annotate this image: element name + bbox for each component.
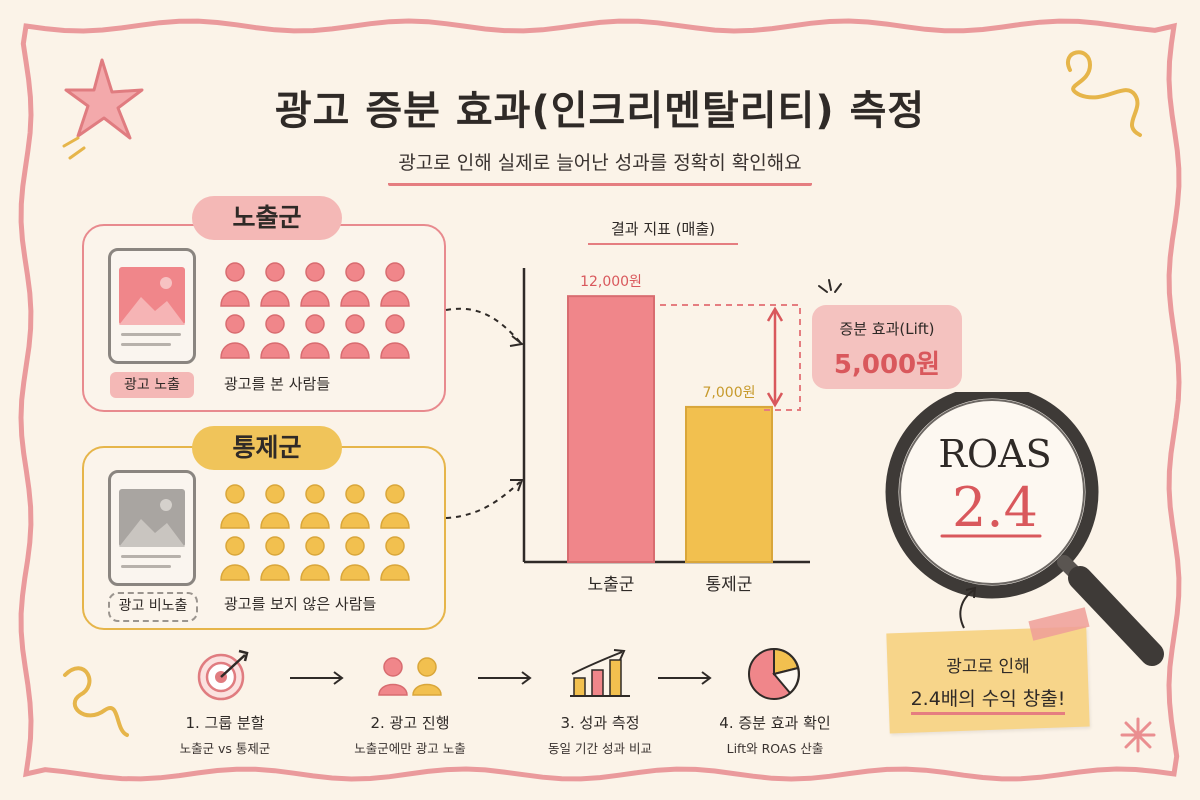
step-3-title: 3. 성과 측정 [560, 714, 640, 732]
chart-title: 결과 지표 (매출) [588, 218, 738, 245]
subtitle-wrap: 광고로 인해 실제로 늘어난 성과를 정확히 확인해요 [0, 148, 1200, 186]
person-icon [340, 484, 370, 529]
sparkle-doodle-icon [1120, 717, 1156, 753]
person-icon [260, 262, 290, 307]
person-icon [300, 536, 330, 581]
note-highlight: 2.4배의 수익 창출! [910, 688, 1066, 715]
step-2-desc: 노출군에만 광고 노출 [354, 741, 466, 756]
person-icon [340, 262, 370, 307]
squiggle-doodle-icon [1066, 50, 1142, 137]
sticky-note [886, 626, 1090, 734]
exposed-tag: 광고 노출 [110, 372, 194, 398]
note-line-1: 광고로 인해 [946, 657, 1030, 677]
person-icon [260, 314, 290, 359]
magnifier-icon [885, 392, 1164, 666]
growth-chart-icon [570, 649, 630, 697]
person-icon [380, 262, 410, 307]
step-2-title: 2. 광고 진행 [370, 714, 450, 732]
exposed-group-label: 노출군 [192, 196, 342, 240]
exposed-people-grid [220, 262, 410, 359]
target-icon [197, 649, 249, 701]
pie-chart-icon [748, 647, 800, 700]
step-4-desc: Lift와 ROAS 산출 [726, 741, 824, 756]
category-label: 노출군 [588, 575, 635, 595]
person-icon [220, 262, 250, 307]
lift-card [812, 305, 962, 389]
exposed-caption: 광고를 본 사람들 [224, 375, 331, 393]
person-icon [300, 314, 330, 359]
phone-no-ad-icon [108, 470, 196, 586]
person-icon [380, 314, 410, 359]
burst-doodle-icon [818, 279, 842, 293]
note-line-2: 2.4배의 수익 창출! [888, 684, 1088, 715]
step-1-desc: 노출군 vs 통제군 [179, 741, 271, 756]
person-icon [260, 484, 290, 529]
control-group-label: 통제군 [192, 426, 342, 470]
roas-value: 2.4 [952, 476, 1038, 539]
person-icon [340, 536, 370, 581]
bar-1 [567, 295, 655, 564]
lift-value: 5,000원 [833, 350, 941, 380]
control-tag: 광고 비노출 [108, 592, 198, 622]
group-to-chart-arrows [445, 307, 525, 519]
page-title: 광고 증분 효과(인크리멘탈리티) 측정 [274, 88, 926, 134]
bar-value-label: 7,000원 [703, 385, 756, 401]
image-icon [119, 277, 185, 325]
person-icon [340, 314, 370, 359]
person-icon [300, 484, 330, 529]
lift-bracket [660, 304, 801, 411]
page-subtitle: 광고로 인해 실제로 늘어난 성과를 정확히 확인해요 [388, 148, 812, 186]
step-1-title: 1. 그룹 분할 [185, 714, 265, 732]
star-doodle-icon [62, 58, 144, 160]
step-4-title: 4. 증분 효과 확인 [719, 714, 831, 732]
image-icon [119, 499, 185, 547]
lift-label: 증분 효과(Lift) [839, 320, 935, 338]
people-icon [378, 657, 442, 696]
control-people-grid [220, 484, 410, 581]
person-icon [220, 314, 250, 359]
step-3-desc: 동일 기간 성과 비교 [548, 741, 652, 756]
phone-ad-icon [108, 248, 196, 364]
curl-doodle-icon [63, 666, 129, 737]
bar-2 [685, 405, 773, 563]
control-caption: 광고를 보지 않은 사람들 [224, 595, 377, 613]
person-icon [380, 484, 410, 529]
person-icon [220, 536, 250, 581]
step-arrows [290, 671, 712, 685]
bar-value-label: 12,000원 [580, 274, 642, 290]
roas-label: ROAS [938, 432, 1052, 476]
category-label: 통제군 [706, 575, 753, 595]
person-icon [380, 536, 410, 581]
curved-arrow-icon [959, 586, 977, 629]
person-icon [300, 262, 330, 307]
person-icon [220, 484, 250, 529]
person-icon [260, 536, 290, 581]
